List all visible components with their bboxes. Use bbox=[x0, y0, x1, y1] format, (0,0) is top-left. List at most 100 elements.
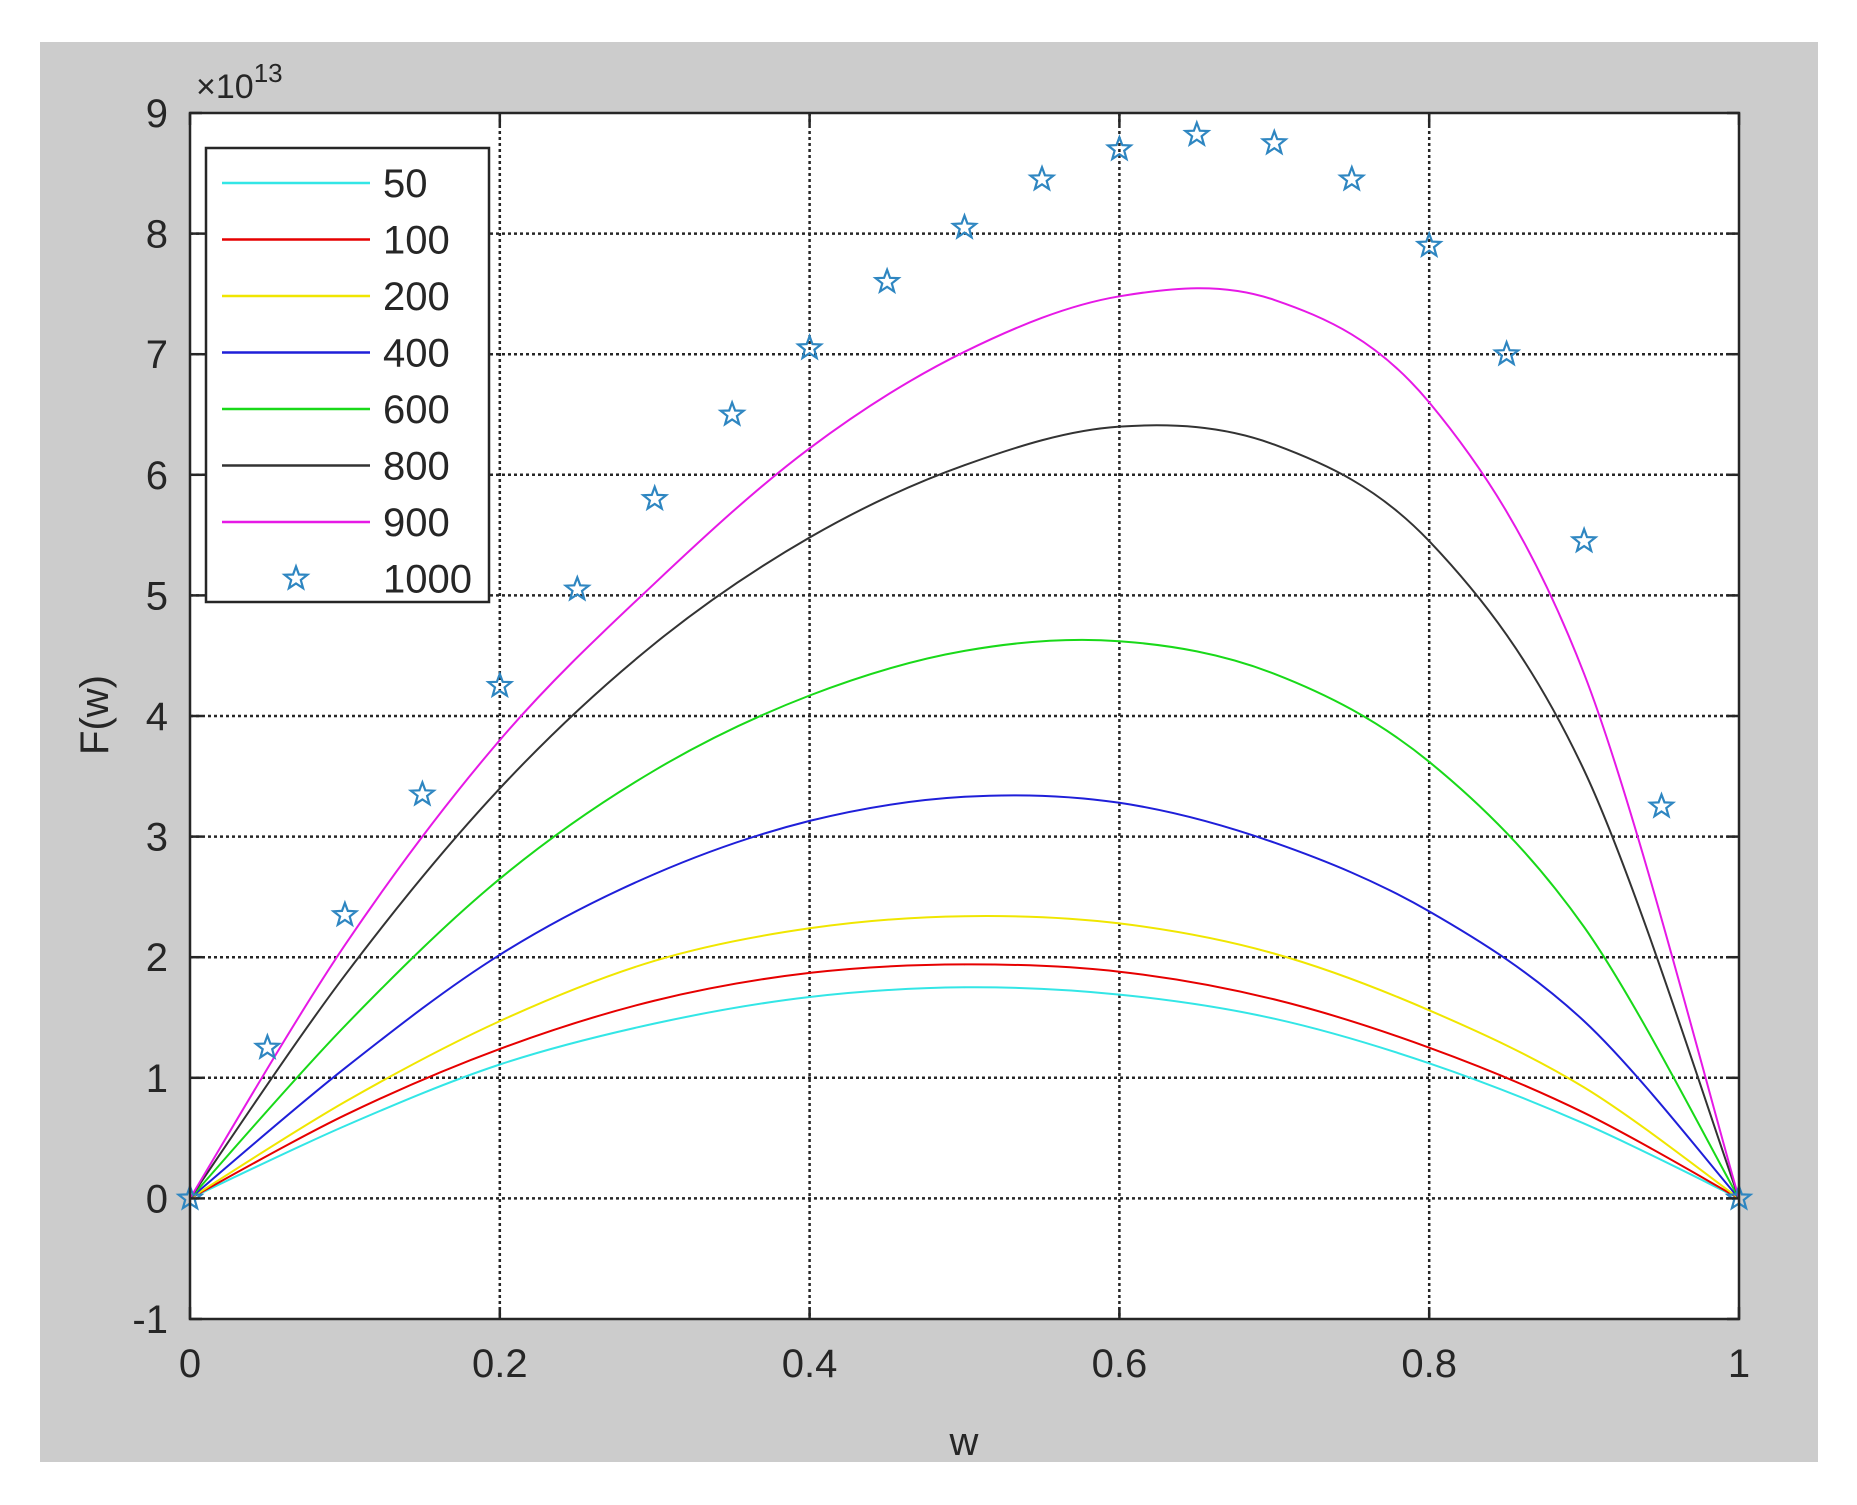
data-point bbox=[1118, 970, 1121, 973]
data-point bbox=[344, 1125, 346, 1127]
y-multiplier-text: ×10 bbox=[196, 68, 254, 106]
x-tick-label: 0.8 bbox=[1401, 1342, 1457, 1386]
data-point bbox=[1583, 1086, 1585, 1089]
data-point bbox=[344, 1101, 346, 1103]
data-point bbox=[653, 999, 656, 1002]
data-point bbox=[808, 996, 811, 998]
star-marker bbox=[640, 483, 670, 512]
legend-item: 50 bbox=[222, 162, 428, 206]
legend-label: 1000 bbox=[383, 558, 472, 602]
data-point bbox=[1583, 769, 1585, 772]
series-800 bbox=[189, 424, 1740, 1200]
star-marker bbox=[1337, 164, 1367, 192]
y-tick-label: 1 bbox=[146, 1057, 168, 1101]
star-marker bbox=[1647, 791, 1677, 819]
legend-label: 400 bbox=[383, 332, 450, 376]
data-point bbox=[1273, 841, 1276, 844]
data-point bbox=[808, 536, 811, 539]
data-point bbox=[808, 820, 811, 822]
y-tick-label: 4 bbox=[146, 695, 168, 739]
data-point bbox=[963, 986, 966, 989]
x-tick-label: 0 bbox=[179, 1342, 201, 1386]
series-layer bbox=[175, 119, 1754, 1211]
data-point bbox=[344, 1025, 346, 1027]
data-point bbox=[499, 1063, 501, 1066]
legend-label: 100 bbox=[383, 219, 450, 263]
series-line bbox=[189, 424, 1740, 1199]
data-point bbox=[344, 1114, 346, 1116]
data-point bbox=[1428, 1046, 1430, 1049]
legend-box bbox=[204, 146, 491, 604]
y-tick-label: 9 bbox=[146, 92, 168, 136]
star-marker bbox=[1259, 128, 1289, 156]
legend-item: 400 bbox=[222, 332, 450, 376]
data-point bbox=[344, 974, 346, 977]
data-point bbox=[653, 1022, 656, 1025]
x-axis-label: w bbox=[949, 1420, 979, 1464]
star-marker bbox=[717, 399, 747, 427]
x-tick-label: 0.2 bbox=[472, 1342, 528, 1386]
legend-label: 800 bbox=[383, 445, 450, 489]
x-tick-label: 0.6 bbox=[1092, 1342, 1148, 1386]
data-point bbox=[1273, 998, 1276, 1001]
data-point bbox=[499, 953, 501, 956]
data-point bbox=[499, 739, 501, 741]
star-marker bbox=[562, 574, 592, 602]
y-tick-label: 5 bbox=[146, 574, 168, 618]
data-point bbox=[1583, 1020, 1585, 1022]
data-point bbox=[1273, 443, 1276, 446]
legend-item: 600 bbox=[222, 388, 450, 432]
y-multiplier: ×1013 bbox=[196, 58, 283, 106]
legend: 50 100 200 400 600 800 900 1000 bbox=[204, 146, 491, 604]
legend-label: 50 bbox=[383, 162, 428, 206]
legend-entries: 50 100 200 400 600 800 900 1000 bbox=[222, 162, 472, 602]
data-point bbox=[344, 1067, 346, 1069]
star-marker bbox=[1182, 119, 1212, 147]
data-point bbox=[1118, 922, 1121, 925]
star-marker bbox=[1414, 230, 1444, 258]
legend-label: 600 bbox=[383, 388, 450, 432]
star-marker bbox=[795, 333, 824, 361]
data-point bbox=[1118, 425, 1121, 428]
y-tick-label: 3 bbox=[146, 816, 168, 860]
star-marker bbox=[1027, 164, 1057, 192]
y-axis-label: F(w) bbox=[73, 675, 117, 755]
star-marker bbox=[485, 670, 515, 699]
data-point bbox=[1583, 926, 1585, 928]
data-point bbox=[1118, 993, 1121, 996]
series-900 bbox=[189, 287, 1740, 1200]
legend-item: 900 bbox=[222, 501, 450, 545]
y-exponent: 13 bbox=[254, 58, 283, 88]
data-point bbox=[1428, 401, 1430, 404]
data-point bbox=[653, 960, 656, 962]
star-marker bbox=[330, 899, 360, 928]
star-marker bbox=[1569, 525, 1599, 554]
data-point bbox=[1273, 952, 1276, 955]
y-tick-label: -1 bbox=[132, 1298, 168, 1342]
data-point bbox=[1273, 299, 1276, 301]
data-point bbox=[1428, 1062, 1430, 1065]
star-marker bbox=[1105, 134, 1134, 162]
star-marker bbox=[1492, 339, 1522, 367]
data-point bbox=[963, 464, 966, 466]
data-point bbox=[808, 927, 811, 930]
data-point bbox=[1583, 1122, 1585, 1125]
star-marker bbox=[950, 212, 979, 240]
y-tick-label: 0 bbox=[146, 1177, 168, 1221]
data-point bbox=[653, 642, 656, 645]
series-line bbox=[189, 287, 1740, 1199]
data-point bbox=[499, 878, 501, 880]
data-point bbox=[1118, 640, 1121, 643]
data-point bbox=[963, 650, 966, 652]
data-point bbox=[1428, 761, 1430, 763]
data-point bbox=[808, 972, 811, 974]
data-point bbox=[1118, 802, 1121, 804]
data-point bbox=[963, 915, 966, 917]
data-point bbox=[963, 350, 966, 353]
data-point bbox=[1583, 672, 1585, 675]
data-point bbox=[1118, 295, 1121, 298]
star-marker bbox=[252, 1032, 282, 1060]
data-point bbox=[1428, 1009, 1430, 1012]
